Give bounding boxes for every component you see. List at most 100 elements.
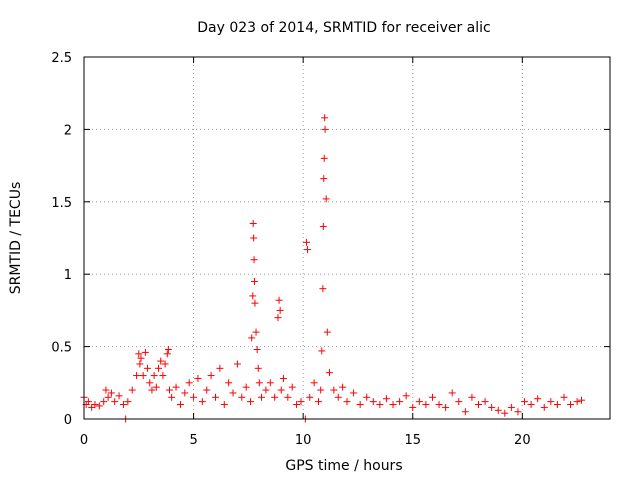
data-point: [159, 372, 167, 380]
data-point: [133, 372, 141, 380]
data-point: [310, 379, 318, 387]
data-point: [325, 369, 333, 377]
data-point: [494, 406, 502, 414]
y-tick-label: 1.5: [51, 196, 72, 211]
data-point: [448, 389, 456, 397]
tick-labels: 0 5 10 15 20 0 0.5 1 1.5 2 2.5: [51, 51, 530, 448]
x-tick-label: 20: [514, 433, 531, 448]
data-point: [128, 386, 136, 394]
data-point: [95, 402, 103, 410]
data-point: [124, 398, 132, 406]
data-point: [376, 401, 384, 409]
data-point: [501, 409, 509, 417]
data-point: [322, 195, 330, 203]
data-point: [251, 277, 259, 285]
data-point: [481, 398, 489, 406]
data-point: [194, 374, 202, 382]
data-point: [274, 314, 282, 322]
x-tick-label: 10: [295, 433, 312, 448]
data-point: [302, 238, 310, 246]
data-point: [216, 364, 224, 372]
data-point: [249, 292, 257, 300]
data-point: [250, 256, 258, 264]
data-point: [203, 386, 211, 394]
data-point: [242, 383, 250, 391]
data-point: [91, 401, 99, 409]
data-point: [88, 403, 96, 411]
data-point: [141, 348, 149, 356]
data-point: [107, 389, 115, 397]
data-point: [164, 345, 172, 353]
data-point: [165, 386, 173, 394]
data-point: [148, 386, 156, 394]
data-point: [553, 401, 561, 409]
data-point: [317, 386, 325, 394]
data-point: [102, 386, 110, 394]
data-point: [356, 401, 364, 409]
x-tick-label: 5: [189, 433, 197, 448]
data-point: [521, 398, 529, 406]
data-point: [475, 401, 482, 409]
data-point: [238, 393, 246, 401]
data-point: [461, 408, 469, 416]
data-point: [319, 222, 327, 230]
data-point: [190, 393, 198, 401]
data-point: [321, 114, 329, 122]
data-point: [369, 398, 377, 406]
data-point: [455, 398, 463, 406]
data-point: [409, 403, 417, 411]
y-axis-title: SRMTID / TECUs: [8, 182, 24, 295]
data-point: [293, 401, 301, 409]
data-point: [560, 393, 568, 401]
data-point: [330, 386, 338, 394]
data-point: [323, 328, 331, 336]
y-tick-label: 1: [64, 268, 72, 283]
data-point: [135, 350, 143, 358]
axis-ticks: [83, 56, 610, 420]
data-point: [212, 393, 219, 401]
data-point: [136, 360, 144, 368]
y-tick-label: 2.5: [51, 51, 72, 66]
data-point: [514, 408, 522, 416]
chart-title: Day 023 of 2014, SRMTID for receiver ali…: [197, 20, 490, 36]
data-point: [277, 386, 285, 394]
x-tick-label: 0: [80, 433, 88, 448]
data-point: [275, 296, 283, 304]
data-point: [115, 392, 123, 400]
data-point: [339, 383, 347, 391]
data-point: [119, 401, 127, 409]
data-point: [185, 379, 193, 387]
data-points: [80, 114, 586, 423]
data-point: [389, 401, 397, 409]
data-point: [254, 364, 262, 372]
data-point: [547, 398, 555, 406]
data-point: [155, 364, 163, 372]
data-point: [100, 398, 108, 406]
data-point: [363, 393, 371, 401]
data-point: [233, 360, 241, 368]
data-point: [152, 383, 160, 391]
grid-lines: [84, 57, 610, 419]
data-point: [84, 398, 92, 406]
data-point: [139, 372, 147, 380]
data-point: [382, 395, 390, 403]
data-point: [249, 220, 257, 228]
data-point: [258, 393, 266, 401]
data-point: [321, 125, 329, 133]
data-point: [350, 389, 358, 397]
data-point: [111, 398, 119, 406]
data-point: [318, 347, 326, 355]
data-point: [248, 334, 256, 342]
data-point: [253, 345, 261, 353]
data-point: [527, 401, 535, 409]
data-point: [271, 393, 279, 401]
data-point: [422, 401, 430, 409]
data-point: [284, 393, 292, 401]
data-point: [288, 383, 296, 391]
data-point: [255, 379, 263, 387]
data-point: [540, 403, 548, 411]
data-point: [343, 398, 351, 406]
data-point: [507, 403, 515, 411]
data-point: [266, 379, 274, 387]
